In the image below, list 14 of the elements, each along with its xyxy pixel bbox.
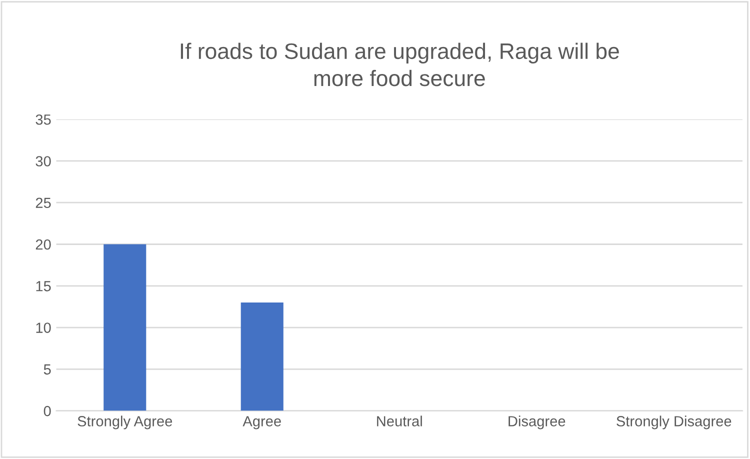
chart-title: If roads to Sudan are upgraded, Raga will be more food secure — [180, 42, 619, 86]
y-tick-label: 30 — [36, 156, 51, 166]
y-tick-label: 25 — [36, 198, 51, 208]
y-tick-label: 15 — [36, 281, 51, 292]
x-tick-label: Agree — [242, 416, 281, 430]
y-tick-label: 0 — [44, 406, 51, 416]
y-tick-label: 35 — [36, 114, 51, 125]
x-tick-label: Disagree — [508, 416, 566, 430]
y-tick-label: 5 — [44, 364, 51, 375]
y-tick-label: 10 — [36, 322, 51, 333]
y-tick-label: 20 — [36, 239, 51, 250]
x-tick-label: Strongly Disagree — [616, 416, 732, 430]
x-tick-label: Neutral — [377, 416, 422, 426]
x-tick-label: Strongly Agree — [78, 416, 172, 430]
